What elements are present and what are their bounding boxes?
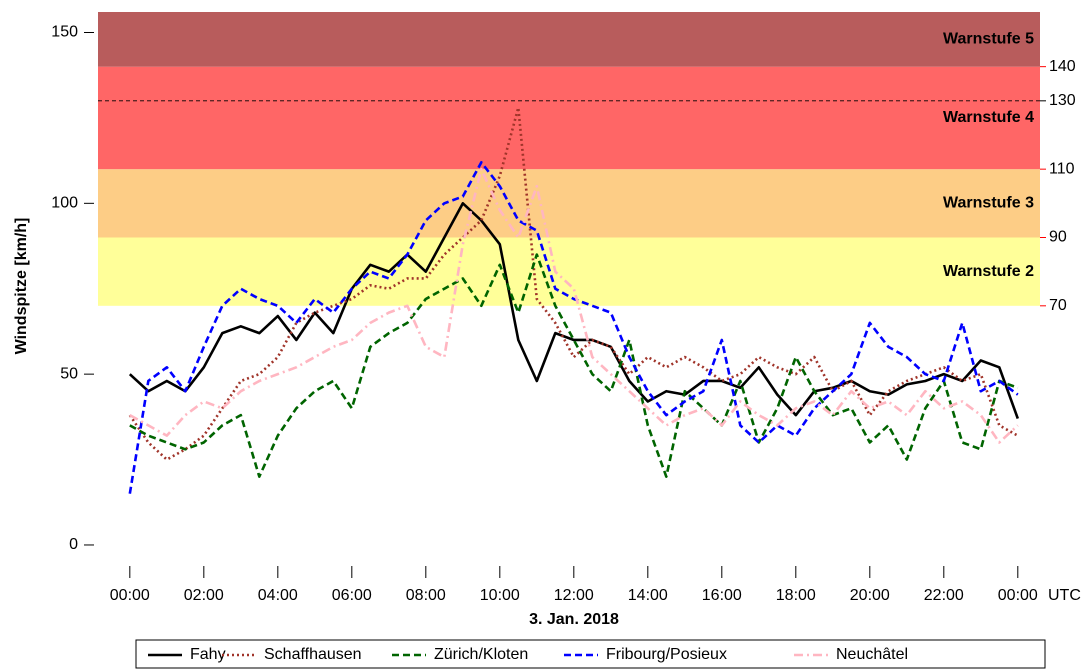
series-line bbox=[129, 253, 1019, 478]
x-tick-label: 06:00 bbox=[332, 587, 372, 604]
legend-label: Schaffhausen bbox=[264, 646, 362, 663]
right-tick-label: 110 bbox=[1049, 160, 1075, 177]
y-tick-label: 100 bbox=[51, 195, 78, 212]
right-tick-label: 140 bbox=[1049, 58, 1076, 75]
band-label: Warnstufe 5 bbox=[943, 31, 1034, 48]
x-tick-label: 00:00 bbox=[110, 587, 150, 604]
legend-label: Zürich/Kloten bbox=[434, 646, 528, 663]
legend-label: Fahy bbox=[190, 646, 226, 663]
band-label: Warnstufe 2 bbox=[943, 263, 1034, 280]
x-tick-label: 12:00 bbox=[554, 587, 594, 604]
warning-band bbox=[98, 12, 1040, 67]
band-label: Warnstufe 3 bbox=[943, 195, 1034, 212]
legend-label: Fribourg/Posieux bbox=[606, 646, 727, 663]
warning-band bbox=[98, 169, 1040, 238]
warning-band bbox=[98, 237, 1040, 306]
right-tick-label: 130 bbox=[1049, 92, 1076, 109]
band-label: Warnstufe 4 bbox=[943, 109, 1034, 126]
x-tick-label: 00:00 bbox=[998, 587, 1038, 604]
series-line bbox=[128, 161, 1019, 494]
y-tick-label: 50 bbox=[60, 365, 78, 382]
right-tick-label: 70 bbox=[1049, 297, 1067, 314]
x-tick-label: 22:00 bbox=[924, 587, 964, 604]
warning-band bbox=[98, 66, 1040, 170]
y-tick-label: 0 bbox=[69, 536, 78, 553]
x-axis-label: 3. Jan. 2018 bbox=[529, 611, 619, 628]
x-tick-label: 14:00 bbox=[628, 587, 668, 604]
y-axis-label: Windspitze [km/h] bbox=[13, 218, 30, 355]
x-tick-label: 18:00 bbox=[776, 587, 816, 604]
x-tick-label: 16:00 bbox=[702, 587, 742, 604]
series-line bbox=[128, 202, 1020, 420]
series-line bbox=[129, 167, 1019, 444]
x-tick-label: 02:00 bbox=[184, 587, 224, 604]
x-tick-label: 04:00 bbox=[258, 587, 298, 604]
legend-label: Neuchâtel bbox=[836, 646, 908, 663]
x-tick-label: 10:00 bbox=[480, 587, 520, 604]
x-unit: UTC bbox=[1048, 587, 1081, 604]
x-tick-label: 08:00 bbox=[406, 587, 446, 604]
y-tick-label: 150 bbox=[51, 24, 78, 41]
right-tick-label: 90 bbox=[1049, 229, 1067, 246]
x-tick-label: 20:00 bbox=[850, 587, 890, 604]
